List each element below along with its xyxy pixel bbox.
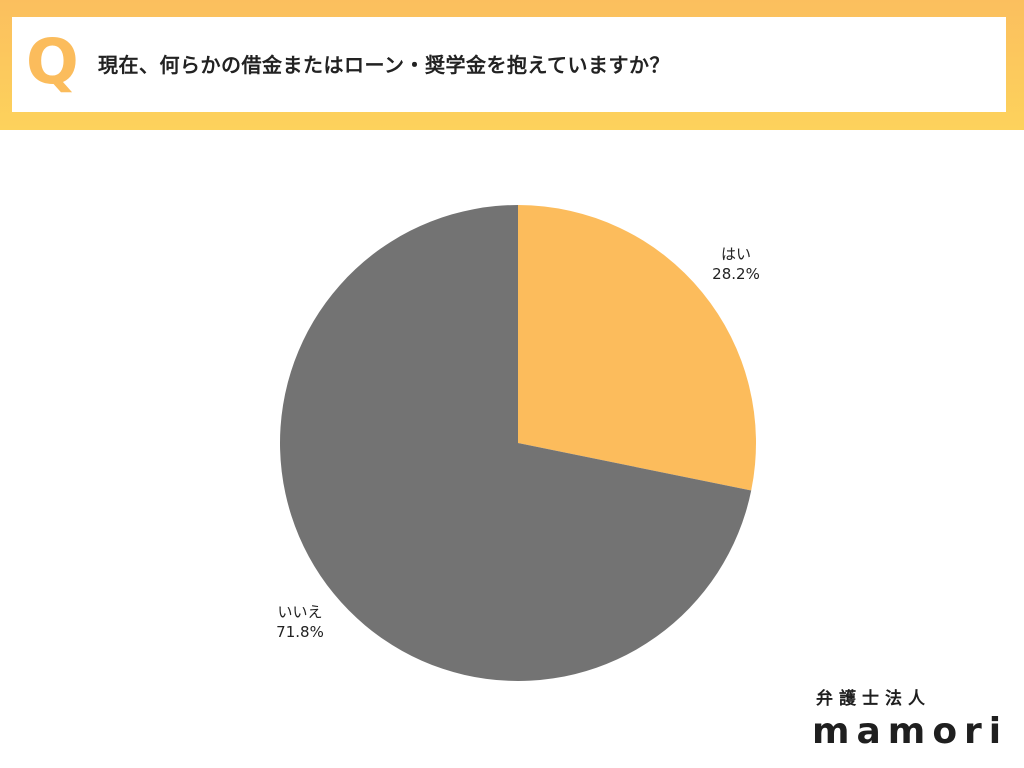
slice-label-hai-name: はい (720, 245, 751, 263)
logo-wordmark: mamori (812, 711, 1009, 752)
pie-slice-iie (280, 205, 752, 682)
mamori-logo: 弁護士法人 mamori (812, 686, 1002, 752)
question-title: 現在、何らかの借金またはローン・奨学金を抱えていますか？ (98, 53, 670, 77)
q-icon: Q (26, 25, 79, 98)
slice-label-iie: いいえ 71.8% (262, 602, 338, 642)
logo-subtitle: 弁護士法人 (816, 689, 931, 709)
question-box (12, 17, 1006, 112)
slice-label-hai: はい 28.2% (698, 244, 774, 284)
slice-label-iie-name: いいえ (277, 603, 323, 621)
pie-slice-hai (518, 205, 756, 491)
slice-label-iie-value: 71.8% (276, 623, 324, 641)
slice-label-hai-value: 28.2% (712, 265, 760, 283)
